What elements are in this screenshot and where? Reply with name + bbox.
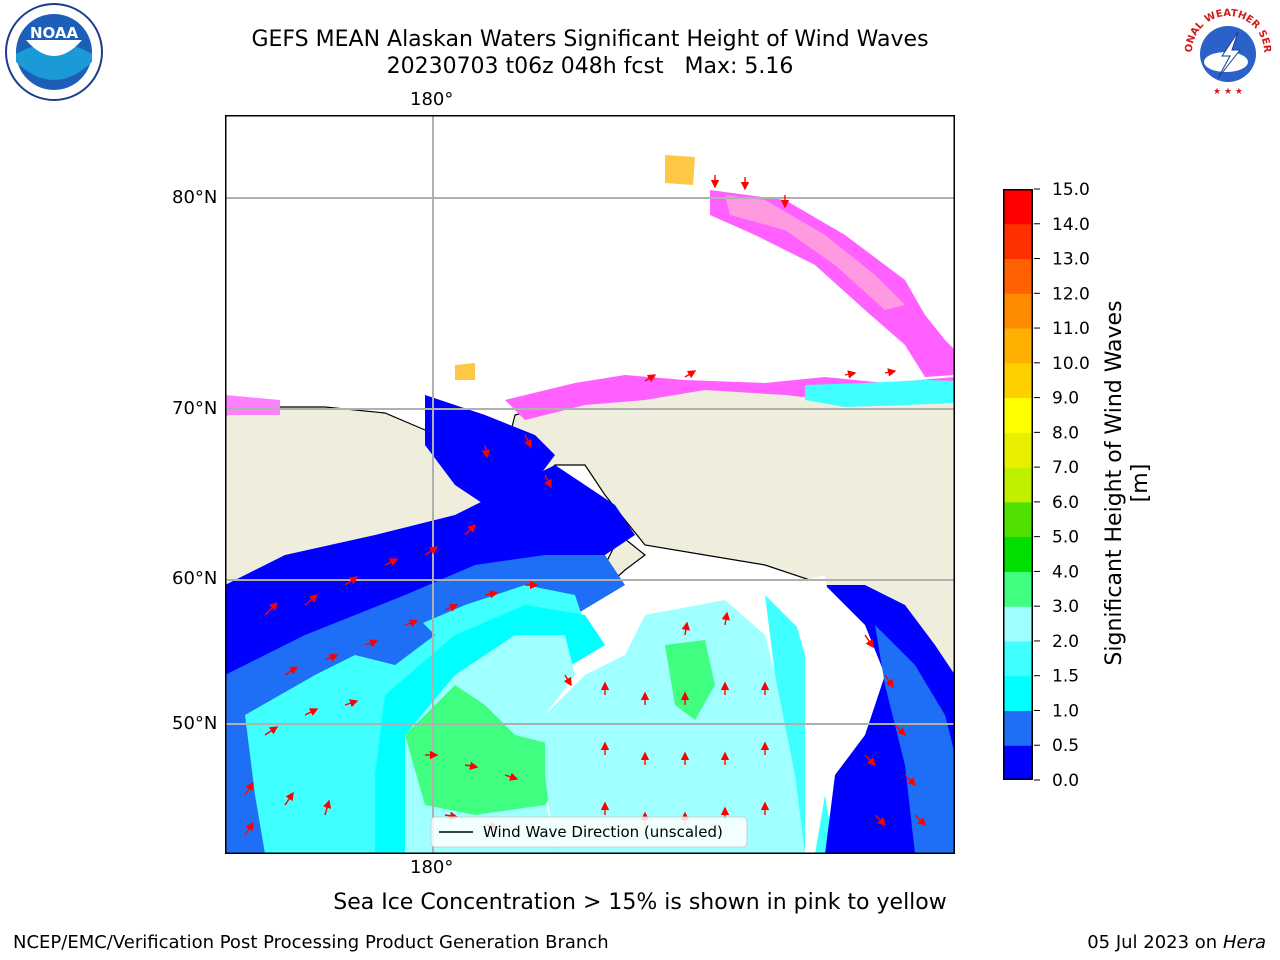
lat-label-70: 70°N [172,398,218,419]
colorbar-tick-label: 14.0 [1052,215,1090,235]
lat-label-50: 50°N [172,713,218,734]
colorbar-tick-label: 0.5 [1052,736,1079,756]
colorbar-tick-label: 11.0 [1052,319,1090,339]
colorbar-tick-label: 3.0 [1052,597,1079,617]
colorbar-swatch [1003,467,1033,503]
footer-date: 05 Jul 2023 on [1087,932,1223,953]
colorbar-tick-label: 5.0 [1052,528,1079,548]
colorbar-swatch [1003,189,1033,225]
colorbar-swatch [1003,640,1033,677]
colorbar-swatch [1003,432,1033,468]
map-panel: Wind Wave Direction (unscaled) [225,115,955,854]
colorbar-swatch [1003,675,1033,711]
chart-title-line1: GEFS MEAN Alaskan Waters Significant Hei… [251,27,929,52]
colorbar-swatch [1003,501,1033,538]
colorbar-swatch [1003,571,1033,607]
map-legend: Wind Wave Direction (unscaled) [430,816,748,848]
nws-logo: NATIONAL WEATHER SERVICE ★ ★ ★ [1174,0,1278,102]
legend-label: Wind Wave Direction (unscaled) [483,823,723,841]
lon-label-bottom: 180° [410,857,454,878]
colorbar-tick-label: 13.0 [1052,250,1090,270]
lat-label-80: 80°N [172,187,218,208]
colorbar [1003,189,1033,781]
colorbar-tick-label: 15.0 [1052,180,1090,200]
map-grid [225,115,955,854]
colorbar-tick-label: 12.0 [1052,284,1090,304]
svg-text:★ ★ ★: ★ ★ ★ [1213,87,1243,97]
colorbar-tick-label: 2.0 [1052,632,1079,652]
colorbar-swatch [1003,745,1033,781]
colorbar-tick-label: 1.5 [1052,667,1079,687]
footer-machine: Hera [1222,932,1266,953]
lon-label-top: 180° [410,89,454,110]
colorbar-ticks: 0.0 0.5 1.0 1.5 2.0 3.0 4.0 5.0 6.0 7.0 8.0 9.0 10.0… [1034,180,1104,791]
colorbar-tick-label: 7.0 [1052,458,1079,478]
colorbar-swatch [1003,258,1033,294]
colorbar-tick-label: 9.0 [1052,389,1079,409]
colorbar-swatch [1003,536,1033,572]
colorbar-label-text: Significant Height of Wind Waves [m] [1102,300,1153,666]
map-canvas: Wind Wave Direction (unscaled) [225,115,955,854]
wave-height-field [225,395,955,854]
colorbar-swatch [1003,710,1033,746]
colorbar-swatch [1003,362,1033,399]
colorbar-tick-label: 4.0 [1052,562,1079,582]
colorbar-swatch [1003,223,1033,260]
colorbar-tick-label: 0.0 [1052,771,1079,790]
colorbar-swatches [1003,189,1033,781]
sea-ice-note: Sea Ice Concentration > 15% is shown in … [333,890,947,915]
colorbar-tick-label: 1.0 [1052,701,1079,721]
noaa-logo: NOAA [4,2,104,102]
noaa-logo-text: NOAA [30,24,79,42]
colorbar-swatch [1003,397,1033,433]
footer-right: 05 Jul 2023 on Hera [1087,932,1266,953]
chart-title-line2: 20230703 t06z 048h fcst Max: 5.16 [386,54,794,79]
colorbar-swatch [1003,328,1033,364]
colorbar-swatch [1003,293,1033,329]
colorbar-tick-label: 6.0 [1052,493,1079,513]
lat-label-60: 60°N [172,568,218,589]
colorbar-swatch [1003,606,1033,642]
footer-left: NCEP/EMC/Verification Post Processing Pr… [13,932,609,953]
colorbar-tick-label: 10.0 [1052,354,1090,374]
colorbar-tick-label: 8.0 [1052,423,1079,443]
